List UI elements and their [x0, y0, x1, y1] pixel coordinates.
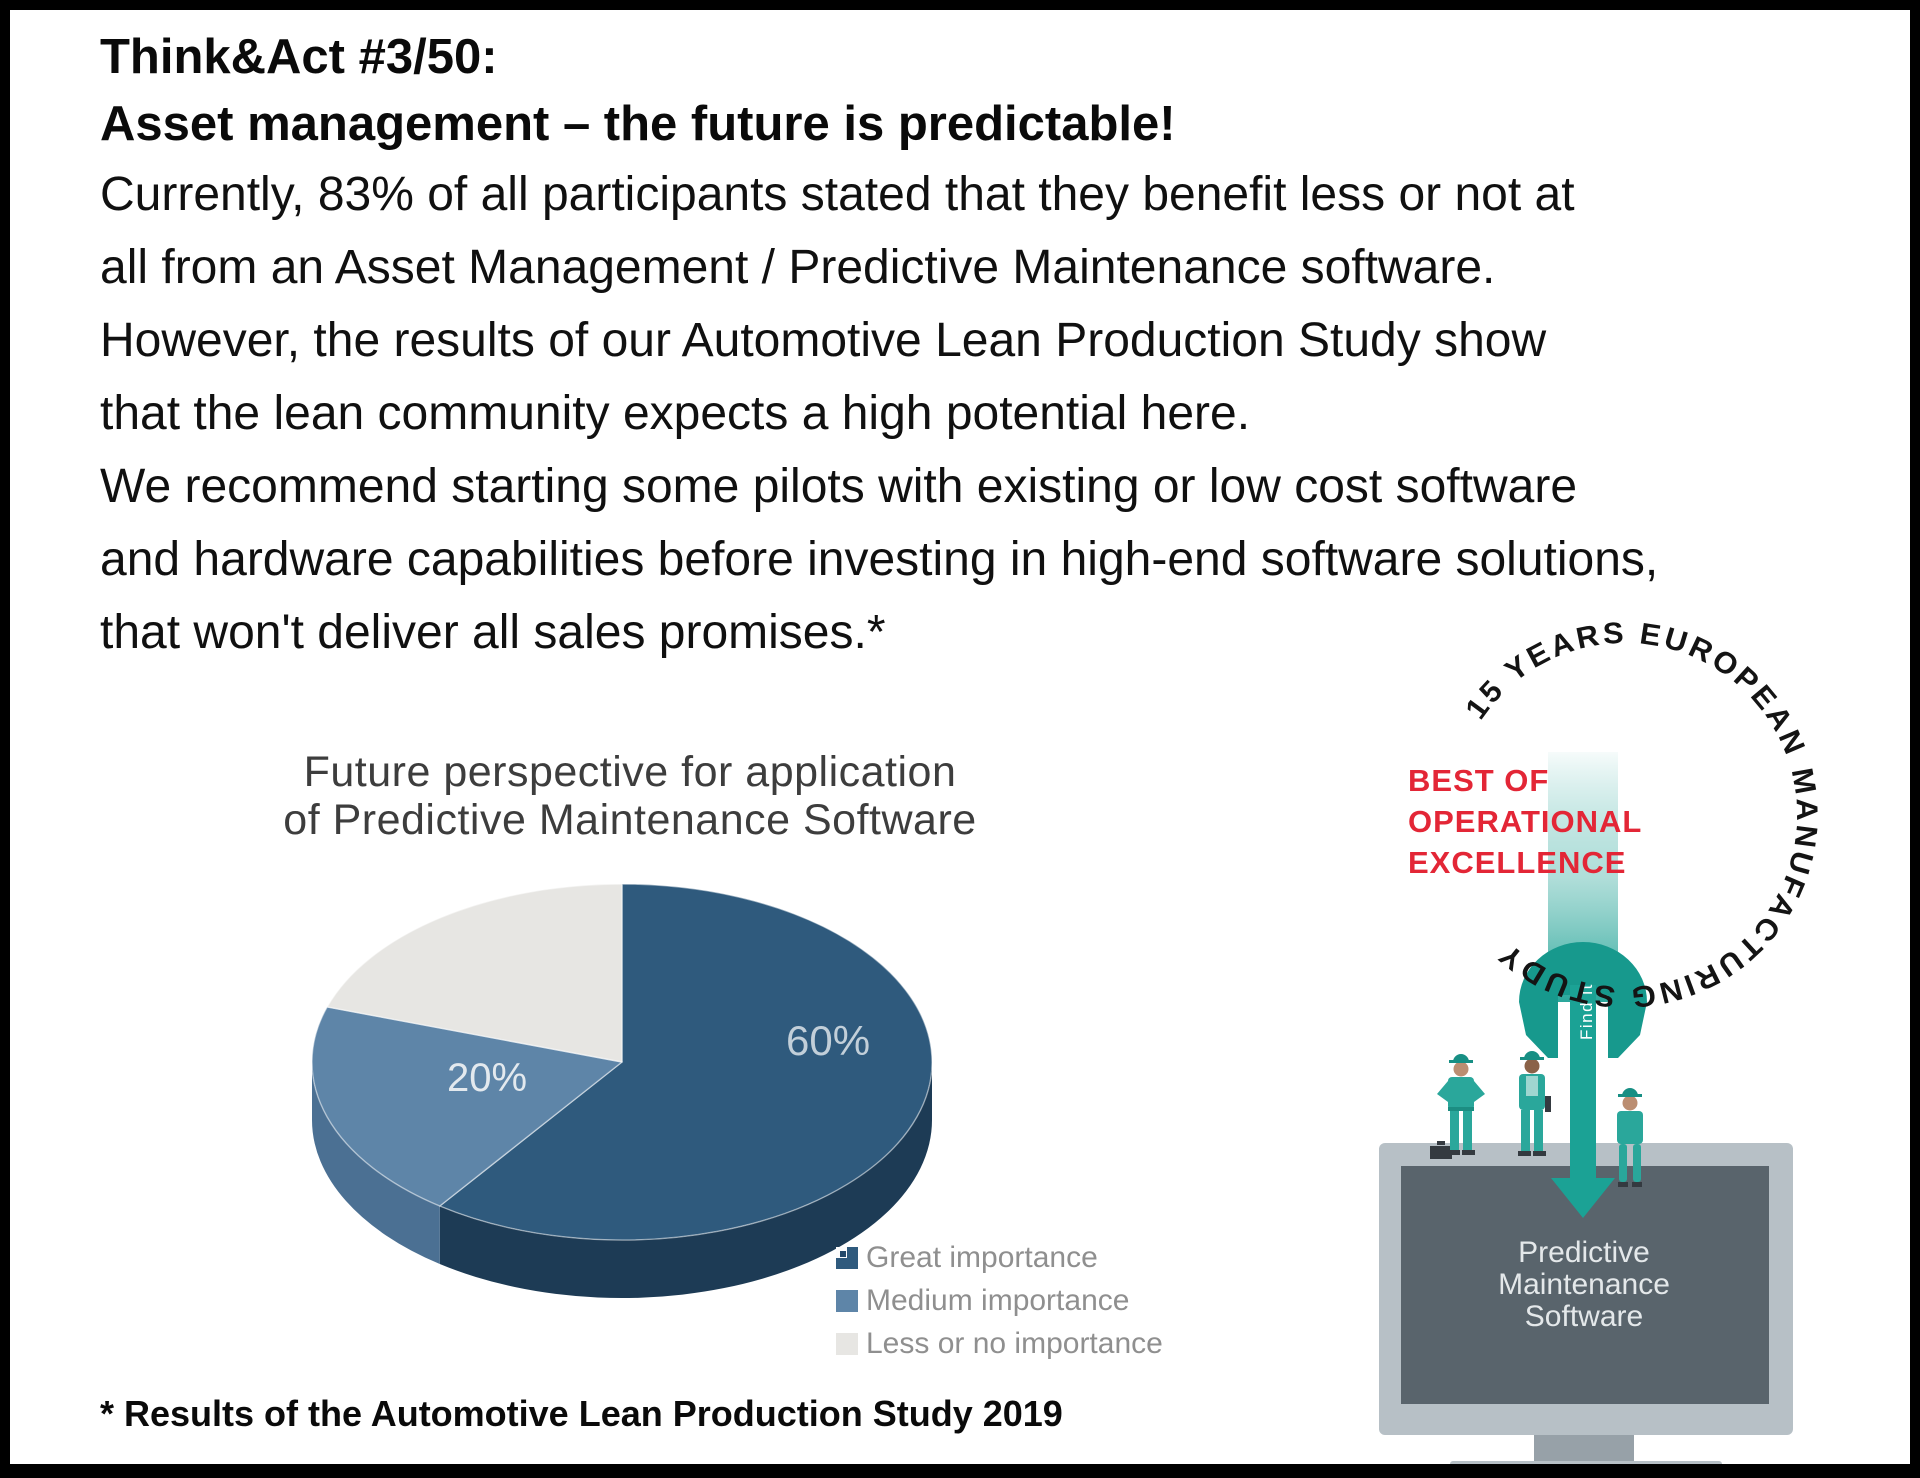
pie-slice: [312, 1062, 440, 1265]
best-of-line-2: OPERATIONAL: [1408, 804, 1643, 839]
legend-swatch-less-icon: [836, 1332, 858, 1355]
legend-item-great: Great importance: [836, 1236, 1163, 1279]
body-paragraph: Currently, 83% of all participants state…: [100, 158, 1658, 669]
headline: Think&Act #3/50: Asset management – the …: [100, 24, 1176, 158]
workers-illustration: [1430, 1051, 1643, 1187]
screen-text-line-2: Maintenance: [1498, 1268, 1670, 1301]
legend-item-less: Less or no importance: [836, 1322, 1163, 1365]
headline-line-2: Asset management – the future is predict…: [100, 97, 1176, 151]
legend-label: Great importance: [866, 1240, 1098, 1274]
body-line: However, the results of our Automotive L…: [100, 314, 1547, 367]
body-line: We recommend starting some pilots with e…: [100, 460, 1578, 513]
best-of-line-3: EXCELLENCE: [1408, 845, 1627, 880]
body-line: that won't deliver all sales promises.*: [100, 606, 886, 659]
wrench-stem-label: Find it: [1577, 983, 1596, 1040]
pie-slice: [326, 883, 623, 1063]
pie-slice: [439, 1062, 932, 1298]
pie-slice: [439, 883, 933, 1241]
legend-swatch-medium-icon: [836, 1289, 858, 1312]
monitor-neck: [1534, 1435, 1634, 1463]
chart-title: Future perspective for application of Pr…: [200, 748, 1060, 844]
chart-title-line-2: of Predictive Maintenance Software: [283, 796, 977, 844]
headline-line-1: Think&Act #3/50:: [100, 30, 498, 84]
footnote: * Results of the Automotive Lean Product…: [100, 1393, 1063, 1434]
worker-standing-2-icon: [1518, 1051, 1551, 1156]
pie-value-label: 60%: [786, 1017, 870, 1064]
pie-legend: Great importance Medium importance Less …: [836, 1236, 1163, 1365]
toolbox-handle: [1437, 1141, 1445, 1145]
body-line: all from an Asset Management / Predictiv…: [100, 241, 1496, 294]
legend-swatch-great-icon: [836, 1246, 858, 1269]
toolbox-icon: [1430, 1146, 1452, 1159]
body-line: Currently, 83% of all participants state…: [100, 168, 1575, 221]
study-badge-illustration: Predictive Maintenance Software: [1379, 617, 1820, 1466]
pie-slice: [311, 1006, 623, 1207]
screen-text-line-3: Software: [1525, 1300, 1643, 1333]
monitor-base: [1450, 1461, 1722, 1466]
arrow-shaft: [1570, 985, 1596, 1183]
legend-label: Medium importance: [866, 1283, 1130, 1317]
arrow-head-icon: [1551, 1178, 1615, 1218]
pie-chart: 60% 20%: [311, 883, 933, 1298]
body-line: that the lean community expects a high p…: [100, 387, 1251, 440]
chart-title-line-1: Future perspective for application: [303, 748, 957, 796]
best-of-line-1: BEST OF: [1408, 763, 1550, 798]
legend-item-medium: Medium importance: [836, 1279, 1163, 1322]
worker-sitting-icon: [1617, 1088, 1643, 1187]
worker-standing-1-icon: [1437, 1054, 1485, 1155]
body-line: and hardware capabilities before investi…: [100, 533, 1659, 586]
wrench-arrow-illustration: Find it: [1519, 752, 1647, 1218]
screen-text-line-1: Predictive: [1518, 1236, 1650, 1269]
pie-value-label: 20%: [447, 1056, 527, 1100]
legend-label: Less or no importance: [866, 1326, 1163, 1360]
best-of-text: BEST OF OPERATIONAL EXCELLENCE: [1408, 760, 1642, 883]
wrench-head: [1519, 942, 1647, 1058]
